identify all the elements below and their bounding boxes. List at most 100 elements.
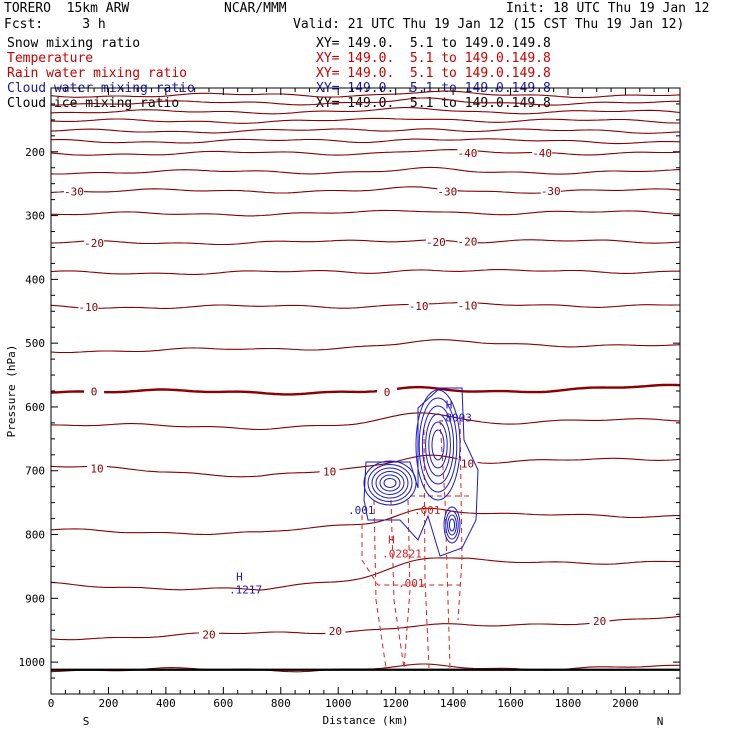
- forecast-hour: Fcst: 3 h: [4, 17, 106, 32]
- isotherm-line: [51, 615, 680, 641]
- cloud-water-envelope: [363, 387, 479, 557]
- legend-rain-label: Rain water mixing ratio: [7, 66, 188, 81]
- isotherm-line: [51, 138, 680, 145]
- cloud-max-value: .8003: [439, 411, 472, 424]
- x-tick-label: 200: [99, 697, 119, 710]
- isotherm-line: [51, 383, 680, 396]
- rain-contour: [361, 515, 460, 586]
- y-tick-label: 500: [25, 337, 45, 350]
- isotherm-label-bg: [457, 457, 478, 469]
- rain-contour: [439, 419, 451, 669]
- isotherm-label-bg: [457, 147, 478, 159]
- isotherm-label: -40: [532, 147, 552, 160]
- isotherm-label: -20: [458, 236, 478, 249]
- isotherm-line: [51, 97, 680, 106]
- y-tick-label: 800: [25, 529, 45, 542]
- isotherm-label: -30: [437, 185, 457, 198]
- legend-snow-label: Snow mixing ratio: [7, 36, 141, 51]
- cloud-water-contour: [371, 467, 409, 499]
- isotherm-line: [51, 239, 680, 246]
- isotherm-line: [51, 149, 680, 156]
- isotherm-label: -20: [84, 237, 104, 250]
- x-tick-label: 800: [271, 697, 291, 710]
- isotherm-label-bg: [78, 300, 99, 312]
- x-axis-title: Distance (km): [322, 714, 408, 727]
- y-tick-label: 700: [25, 465, 45, 478]
- rain-contour: [457, 419, 463, 621]
- isotherm-line: [51, 557, 680, 591]
- valid-time: Valid: 21 UTC Thu 19 Jan 12 (15 CST Thu …: [293, 17, 685, 32]
- isotherm-label: 0: [91, 385, 98, 398]
- rain-contour: [390, 499, 405, 669]
- y-tick-label: 300: [25, 210, 45, 223]
- plot-area: -40 -40 -30 -30 -30 -20 -20 -20 -10 -10 -10 0 0 10 10 1…: [51, 90, 680, 673]
- cloud-water-contour: [418, 397, 458, 493]
- isotherm-line: [51, 268, 680, 275]
- x-axis-end-label: N: [657, 715, 664, 728]
- cloud-water-contour: [379, 474, 401, 492]
- rain-contour: [423, 429, 430, 669]
- isotherm-label: 0: [384, 386, 391, 399]
- cloud-water-contour: [443, 506, 461, 544]
- isotherm-label: 20: [202, 629, 215, 642]
- cloud-water-contour: [375, 471, 405, 495]
- cloud-water-contour: [383, 478, 397, 488]
- isotherm-label: -10: [78, 301, 98, 314]
- isotherm-label-bg: [377, 385, 398, 397]
- isotherm-line: [51, 339, 680, 354]
- isotherm-label: 10: [461, 457, 474, 470]
- x-tick-label: 1800: [555, 697, 582, 710]
- isotherm-label: 10: [323, 466, 336, 479]
- cloud-max-marker: H: [236, 571, 243, 584]
- plot-header: TORERO 15km ARW Fcst: 3 h NCAR/MMM Init:…: [0, 0, 740, 112]
- cloud-max-value: .1217: [229, 584, 262, 597]
- isotherm-line: [51, 117, 680, 124]
- legend-temperature-xy: XY= 149.0. 5.1 to 149.0.149.8: [316, 51, 551, 66]
- rain-contour-label: .001: [398, 577, 425, 590]
- isotherm-label: -20: [426, 236, 446, 249]
- x-tick-label: 1400: [440, 697, 467, 710]
- y-axis-title: Pressure (hPa): [5, 345, 18, 438]
- x-tick-label: 1000: [325, 697, 352, 710]
- x-tick-label: 2000: [612, 697, 639, 710]
- y-tick-label: 600: [25, 401, 45, 414]
- x-tick-label: 600: [213, 697, 233, 710]
- isotherm-label: -10: [409, 300, 429, 313]
- isotherm-label-bg: [589, 615, 610, 627]
- isotherm-line: [51, 507, 680, 536]
- cloud-water-contour: [425, 413, 451, 477]
- y-tick-label: 1000: [19, 656, 46, 669]
- cloud-water-contour: [448, 518, 456, 532]
- center-name: NCAR/MMM: [224, 1, 287, 16]
- y-tick-label: 200: [25, 146, 45, 159]
- cloud-water-contour: [421, 405, 455, 485]
- cloud-max-marker: H: [446, 398, 453, 411]
- isotherm-label-bg: [425, 235, 446, 247]
- cloud-water-contour: [431, 429, 445, 461]
- cloud-water-contour: [367, 464, 413, 502]
- y-tick-label: 900: [25, 592, 45, 605]
- legend-snow-xy: XY= 149.0. 5.1 to 149.0.149.8: [316, 36, 551, 51]
- y-tick-label: 400: [25, 273, 45, 286]
- isotherm-line: [51, 107, 680, 115]
- isotherm-label-bg: [198, 628, 219, 640]
- x-tick-label: 0: [48, 697, 55, 710]
- x-tick-label: 400: [156, 697, 176, 710]
- isotherm-label: -10: [458, 300, 478, 313]
- cloud-water-contour-label: .001: [348, 504, 375, 517]
- cloud-water-contour: [445, 510, 459, 540]
- isotherm-line: [51, 209, 680, 217]
- isotherm-label-bg: [84, 236, 105, 248]
- isotherm-label-bg: [84, 385, 105, 397]
- isotherm-line: [51, 166, 680, 175]
- cloud-water-contour: [447, 514, 457, 536]
- x-tick-label: 1600: [497, 697, 524, 710]
- isotherm-line: [51, 412, 680, 431]
- isotherm-label-bg: [532, 146, 553, 158]
- isotherm-label-bg: [86, 462, 107, 474]
- isotherm-label-bg: [457, 299, 478, 311]
- rain-contour-label: .001: [414, 504, 441, 517]
- legend-rain-xy: XY= 149.0. 5.1 to 149.0.149.8: [316, 66, 551, 81]
- isotherm-label-bg: [437, 185, 458, 197]
- isotherm-label-bg: [408, 299, 429, 311]
